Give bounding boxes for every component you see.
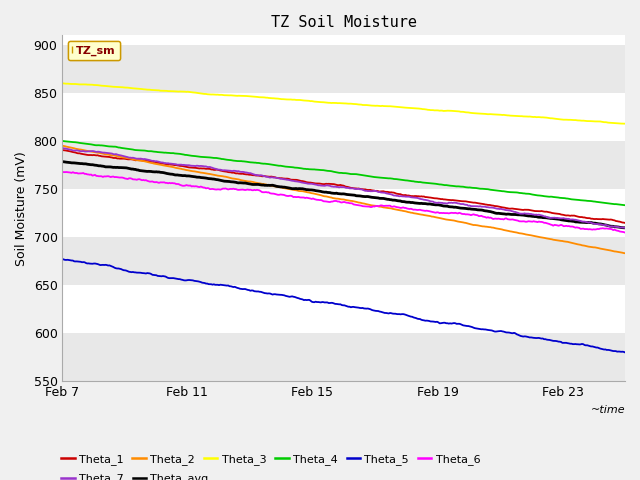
Bar <box>63 141 625 189</box>
Theta_2 <box>449 217 456 223</box>
Theta_7 <box>59 145 67 151</box>
Theta_1 <box>504 205 511 211</box>
Theta_avg <box>504 211 511 217</box>
Line: Theta_5: Theta_5 <box>63 259 625 352</box>
Text: ~time: ~time <box>590 405 625 415</box>
Theta_avg <box>449 204 456 210</box>
Y-axis label: Soil Moisture (mV): Soil Moisture (mV) <box>15 151 28 265</box>
Theta_5 <box>385 311 392 316</box>
Theta_5 <box>504 330 511 336</box>
Line: Theta_4: Theta_4 <box>63 141 625 205</box>
Theta_7 <box>574 217 582 223</box>
Theta_1 <box>574 214 582 219</box>
Theta_1 <box>621 220 629 226</box>
Theta_2 <box>492 226 500 231</box>
Theta_avg <box>621 225 629 231</box>
Theta_5 <box>59 256 67 262</box>
Theta_5 <box>449 321 456 326</box>
Theta_avg <box>574 219 582 225</box>
Theta_3 <box>102 83 109 89</box>
Theta_6 <box>504 216 511 222</box>
Theta_3 <box>59 80 67 86</box>
Theta_2 <box>504 228 511 234</box>
Theta_2 <box>59 143 67 149</box>
Theta_4 <box>59 138 67 144</box>
Theta_6 <box>621 229 629 235</box>
Theta_3 <box>574 118 582 123</box>
Theta_7 <box>492 205 500 211</box>
Theta_7 <box>504 207 511 213</box>
Theta_1 <box>59 147 67 153</box>
Theta_2 <box>385 205 392 211</box>
Line: Theta_7: Theta_7 <box>63 148 625 228</box>
Bar <box>63 45 625 93</box>
Theta_2 <box>102 151 109 157</box>
Theta_7 <box>102 150 109 156</box>
Theta_6 <box>385 203 392 209</box>
Theta_4 <box>492 188 500 193</box>
Legend: Theta_1, Theta_2, Theta_3, Theta_4, Theta_5, Theta_6: Theta_1, Theta_2, Theta_3, Theta_4, Thet… <box>57 450 484 469</box>
Bar <box>63 237 625 285</box>
Legend: TZ_sm: TZ_sm <box>68 41 120 60</box>
Line: Theta_avg: Theta_avg <box>63 162 625 228</box>
Theta_3 <box>504 112 511 118</box>
Theta_4 <box>504 189 511 195</box>
Theta_1 <box>102 154 109 159</box>
Theta_2 <box>574 241 582 247</box>
Theta_5 <box>492 329 500 335</box>
Theta_3 <box>492 112 500 118</box>
Theta_3 <box>385 103 392 109</box>
Theta_1 <box>492 203 500 209</box>
Theta_7 <box>385 191 392 197</box>
Theta_avg <box>59 159 67 165</box>
Theta_3 <box>621 121 629 127</box>
Line: Theta_2: Theta_2 <box>63 146 625 253</box>
Theta_3 <box>449 108 456 114</box>
Theta_4 <box>574 197 582 203</box>
Theta_1 <box>385 189 392 195</box>
Line: Theta_1: Theta_1 <box>63 150 625 223</box>
Theta_avg <box>492 210 500 216</box>
Theta_avg <box>102 164 109 170</box>
Theta_6 <box>102 174 109 180</box>
Theta_6 <box>449 210 456 216</box>
Theta_6 <box>59 169 67 175</box>
Theta_1 <box>449 197 456 203</box>
Theta_6 <box>574 225 582 230</box>
Title: TZ Soil Moisture: TZ Soil Moisture <box>271 15 417 30</box>
Line: Theta_3: Theta_3 <box>63 83 625 124</box>
Theta_5 <box>574 341 582 347</box>
Theta_4 <box>621 203 629 208</box>
Theta_avg <box>385 196 392 202</box>
Legend: Theta_7, Theta_avg: Theta_7, Theta_avg <box>57 469 213 480</box>
Theta_5 <box>102 262 109 268</box>
Theta_4 <box>449 183 456 189</box>
Bar <box>63 333 625 381</box>
Theta_7 <box>449 200 456 206</box>
Theta_4 <box>102 143 109 149</box>
Theta_4 <box>385 176 392 181</box>
Line: Theta_6: Theta_6 <box>63 172 625 232</box>
Theta_7 <box>621 225 629 231</box>
Theta_6 <box>492 216 500 221</box>
Theta_2 <box>621 251 629 256</box>
Theta_5 <box>621 349 629 355</box>
